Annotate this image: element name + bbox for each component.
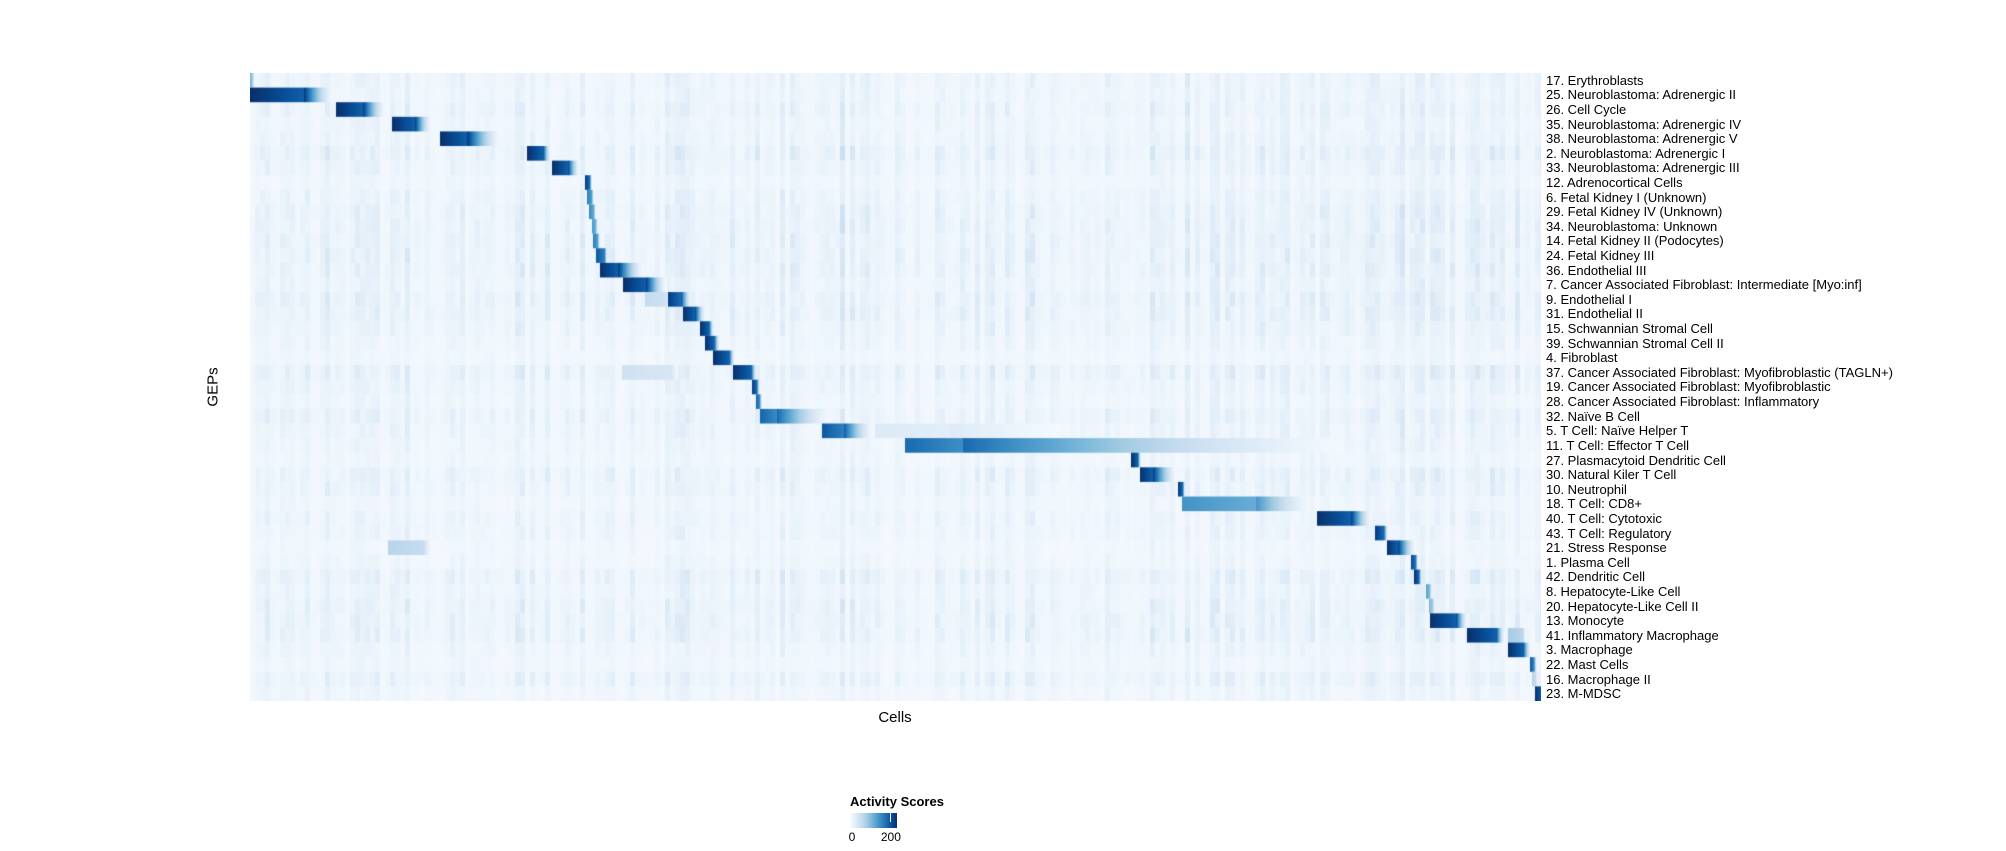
gep-row-label: 40. T Cell: Cytotoxic <box>1546 510 1662 526</box>
gep-row-label: 37. Cancer Associated Fibroblast: Myofib… <box>1546 364 1893 380</box>
colorbar-min-label: 0 <box>848 830 856 844</box>
gep-row-label: 4. Fibroblast <box>1546 350 1618 366</box>
colorbar-gradient <box>850 813 897 828</box>
gep-row-label: 39. Schwannian Stromal Cell II <box>1546 335 1724 351</box>
gep-row-label: 20. Hepatocyte-Like Cell II <box>1546 598 1699 614</box>
gep-row-label: 33. Neuroblastoma: Adrenergic III <box>1546 160 1740 176</box>
colorbar-legend: Activity Scores 0 200 <box>848 794 990 846</box>
gep-row-label: 27. Plasmacytoid Dendritic Cell <box>1546 452 1726 468</box>
gep-row-label: 13. Monocyte <box>1546 613 1625 629</box>
heatmap-canvas <box>250 73 1541 701</box>
gep-row-label: 19. Cancer Associated Fibroblast: Myofib… <box>1546 379 1831 395</box>
gep-row-label: 30. Natural Kiler T Cell <box>1546 467 1677 483</box>
colorbar-tick-mark <box>889 813 892 822</box>
colorbar-scale: 0 200 <box>848 830 990 846</box>
gep-row-label: 17. Erythroblasts <box>1546 72 1644 88</box>
gep-row-label: 1. Plasma Cell <box>1546 554 1630 570</box>
gep-row-label: 38. Neuroblastoma: Adrenergic V <box>1546 131 1738 147</box>
gep-row-label: 12. Adrenocortical Cells <box>1546 175 1683 191</box>
gep-row-label: 36. Endothelial III <box>1546 262 1647 278</box>
gep-row-label: 15. Schwannian Stromal Cell <box>1546 321 1713 337</box>
gep-row-label: 8. Hepatocyte-Like Cell <box>1546 583 1681 599</box>
gep-row-label: 11. T Cell: Effector T Cell <box>1546 437 1690 453</box>
gep-row-label: 34. Neuroblastoma: Unknown <box>1546 218 1718 234</box>
gep-row-label: 29. Fetal Kidney IV (Unknown) <box>1546 204 1723 220</box>
colorbar-title: Activity Scores <box>850 794 944 809</box>
gep-row-label: 7. Cancer Associated Fibroblast: Interme… <box>1546 277 1862 293</box>
gep-row-label: 31. Endothelial II <box>1546 306 1643 322</box>
y-axis-label: GEPs <box>204 367 222 407</box>
gep-row-label: 43. T Cell: Regulatory <box>1546 525 1672 541</box>
gep-row-label: 25. Neuroblastoma: Adrenergic II <box>1546 87 1737 103</box>
gep-row-label: 16. Macrophage II <box>1546 671 1651 687</box>
gep-row-label: 23. M-MDSC <box>1546 686 1622 702</box>
gep-row-label: 14. Fetal Kidney II (Podocytes) <box>1546 233 1724 249</box>
gep-row-label: 35. Neuroblastoma: Adrenergic IV <box>1546 116 1742 132</box>
gep-row-label: 32. Naïve B Cell <box>1546 408 1640 424</box>
gep-row-label: 28. Cancer Associated Fibroblast: Inflam… <box>1546 394 1820 410</box>
gep-row-label: 10. Neutrophil <box>1546 481 1627 497</box>
gep-row-label: 5. T Cell: Naïve Helper T <box>1546 423 1689 439</box>
gep-row-label: 42. Dendritic Cell <box>1546 569 1645 585</box>
gep-row-label: 41. Inflammatory Macrophage <box>1546 627 1719 643</box>
x-axis-label: Cells <box>878 709 912 726</box>
gep-row-label: 22. Mast Cells <box>1546 656 1629 672</box>
gep-row-label: 9. Endothelial I <box>1546 291 1633 307</box>
gep-row-label: 6. Fetal Kidney I (Unknown) <box>1546 189 1707 205</box>
gep-row-label: 18. T Cell: CD8+ <box>1546 496 1642 512</box>
gep-row-label: 21. Stress Response <box>1546 540 1667 556</box>
gep-row-label: 3. Macrophage <box>1546 642 1633 658</box>
colorbar-max-label: 200 <box>880 830 901 844</box>
gep-row-label: 26. Cell Cycle <box>1546 102 1627 117</box>
gep-row-label: 24. Fetal Kidney III <box>1546 248 1655 264</box>
gep-row-label: 2. Neuroblastoma: Adrenergic I <box>1546 145 1726 161</box>
